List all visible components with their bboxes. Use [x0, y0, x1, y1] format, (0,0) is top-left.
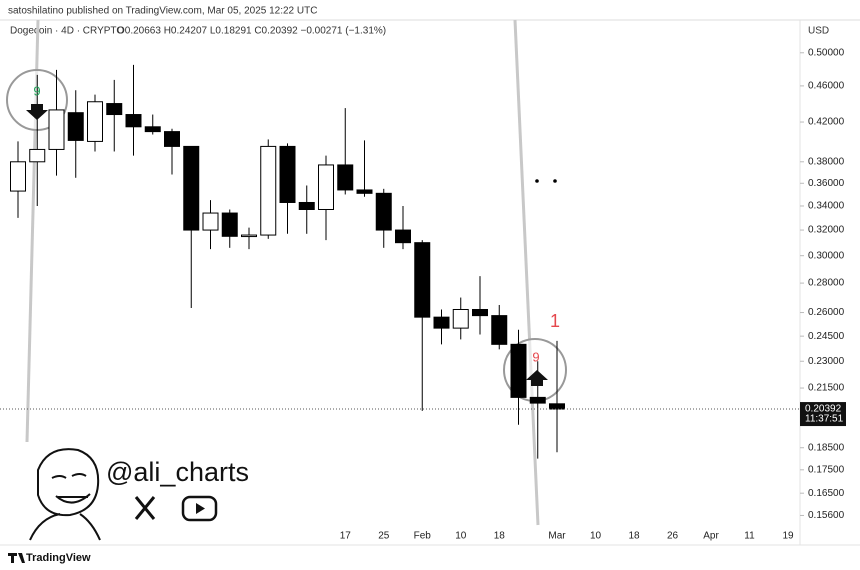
- y-tick-label: 0.16500: [808, 488, 845, 499]
- candle-body: [472, 308, 488, 317]
- y-tick-label: 0.46000: [808, 81, 845, 92]
- arrow-down: [26, 104, 48, 120]
- plot-area: 0.50000 0.46000 0.42000 0.38000 0.36000 0.340…: [0, 47, 846, 542]
- tv-logo: [8, 553, 25, 563]
- annotation: 1: [550, 311, 560, 331]
- countdown: 11:37:51: [805, 414, 844, 425]
- x-tick-label: 10: [455, 531, 467, 542]
- x-tick-label: Feb: [414, 531, 432, 542]
- annotation: 9: [532, 349, 539, 364]
- candle-body: [375, 192, 392, 231]
- y-tick-label: 0.42000: [808, 117, 845, 128]
- publisher: satoshilatino published on TradingView.c…: [8, 6, 317, 17]
- candle-body: [549, 403, 565, 410]
- y-tick-label: 0.17500: [808, 464, 845, 475]
- y-tick-label: 0.30000: [808, 250, 845, 261]
- ohlc-legend: O0.20663 H0.24207 L0.18291 C0.20392 −0.0…: [117, 26, 386, 37]
- x-tick-label: 18: [628, 531, 640, 542]
- candle-body: [221, 212, 238, 237]
- candle-body: [144, 126, 161, 133]
- dot: [553, 179, 557, 183]
- dot: [535, 179, 539, 183]
- y-tick-label: 0.23000: [808, 356, 845, 367]
- x-tick-label: 11: [744, 531, 755, 542]
- avatar: [29, 448, 101, 541]
- watermark-handle: @ali_charts: [106, 457, 249, 487]
- candle-body: [241, 234, 257, 238]
- x-tick-label: 19: [782, 531, 794, 542]
- x-tick-label: 26: [667, 531, 679, 542]
- x-tick-label: 18: [494, 531, 506, 542]
- y-tick-label: 0.15600: [808, 510, 845, 521]
- last-price-label: 0.20392: [805, 404, 842, 415]
- youtube-icon: [181, 495, 218, 522]
- candle-body: [529, 396, 546, 404]
- x-tick-label: Apr: [703, 531, 719, 542]
- trend-line: [513, 19, 540, 526]
- candle-body: [164, 131, 180, 147]
- currency: USD: [808, 26, 829, 37]
- arrow-up: [526, 370, 548, 386]
- youtube-play: [196, 503, 205, 514]
- candle-body: [395, 229, 411, 244]
- x-tick-label: 10: [590, 531, 602, 542]
- symbol: Dogecoin · 4D · CRYPTO: [10, 26, 124, 37]
- last-price-box: [800, 402, 846, 427]
- candle-body: [183, 145, 200, 231]
- candle-body: [10, 161, 26, 192]
- candle-body: [452, 308, 469, 329]
- x-tick-label: 25: [378, 531, 390, 542]
- candle-body: [510, 343, 527, 398]
- y-tick-label: 0.18500: [808, 442, 845, 453]
- y-tick-label: 0.28000: [808, 278, 845, 289]
- y-tick-label: 0.32000: [808, 225, 845, 236]
- candle-body: [433, 316, 450, 329]
- candle-body: [260, 145, 277, 236]
- candle-body: [337, 164, 354, 191]
- candle-body: [356, 189, 373, 194]
- candle-body: [125, 114, 142, 128]
- y-tick-label: 0.34000: [808, 201, 845, 212]
- x-tick-label: Mar: [548, 531, 566, 542]
- candle-body: [29, 148, 46, 163]
- y-tick-label: 0.36000: [808, 178, 845, 189]
- candle-body: [491, 315, 508, 345]
- candle-body: [298, 201, 315, 210]
- candle-body: [106, 103, 123, 116]
- candle-body: [318, 164, 334, 210]
- y-tick-label: 0.26000: [808, 307, 845, 318]
- candle-body: [202, 212, 219, 231]
- y-tick-label: 0.38000: [808, 156, 845, 167]
- candle-body: [414, 242, 431, 318]
- candle-body: [67, 112, 84, 141]
- candle-body: [279, 145, 296, 203]
- x-tick-label: 17: [340, 531, 352, 542]
- candle-body: [48, 109, 65, 150]
- x-icon: [134, 496, 156, 520]
- y-tick-label: 0.50000: [808, 47, 845, 58]
- y-tick-label: 0.21500: [808, 383, 845, 394]
- footer-brand: TradingView: [26, 552, 91, 564]
- candle-body: [87, 101, 103, 142]
- annotation: 9: [33, 83, 40, 98]
- y-tick-label: 0.24500: [808, 331, 845, 342]
